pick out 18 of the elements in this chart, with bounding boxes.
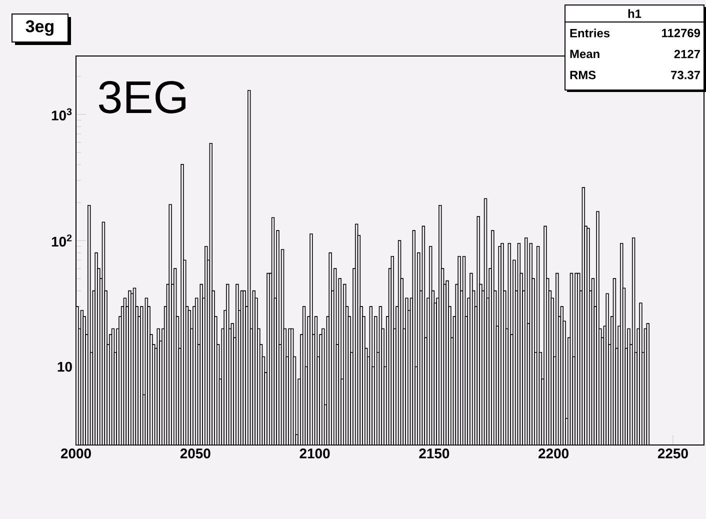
x-tick-label: 2200 [538, 448, 569, 458]
annotation: Mean [570, 50, 600, 58]
annotation: 3EG [98, 81, 186, 114]
x-tick-label: 2050 [180, 448, 210, 458]
x-tick-label: 2150 [419, 448, 450, 458]
x-tick-label: 2000 [60, 448, 91, 458]
text: h1 [628, 9, 642, 18]
y-tick-label: 10 [58, 362, 72, 372]
y-tick-label: 10$^{3}$ [52, 108, 72, 120]
annotation: 73.37 [671, 70, 700, 80]
text: Entries [570, 28, 610, 38]
text: 112769 [662, 28, 700, 38]
annotation: RMS [570, 70, 596, 80]
chart-title: 3eg [26, 20, 54, 36]
x-tick-label: 2100 [300, 448, 330, 458]
annotation: 2127 [674, 50, 700, 58]
x-tick-label: 2250 [658, 448, 688, 458]
y-tick-label: 10$^{2}$ [52, 234, 72, 247]
